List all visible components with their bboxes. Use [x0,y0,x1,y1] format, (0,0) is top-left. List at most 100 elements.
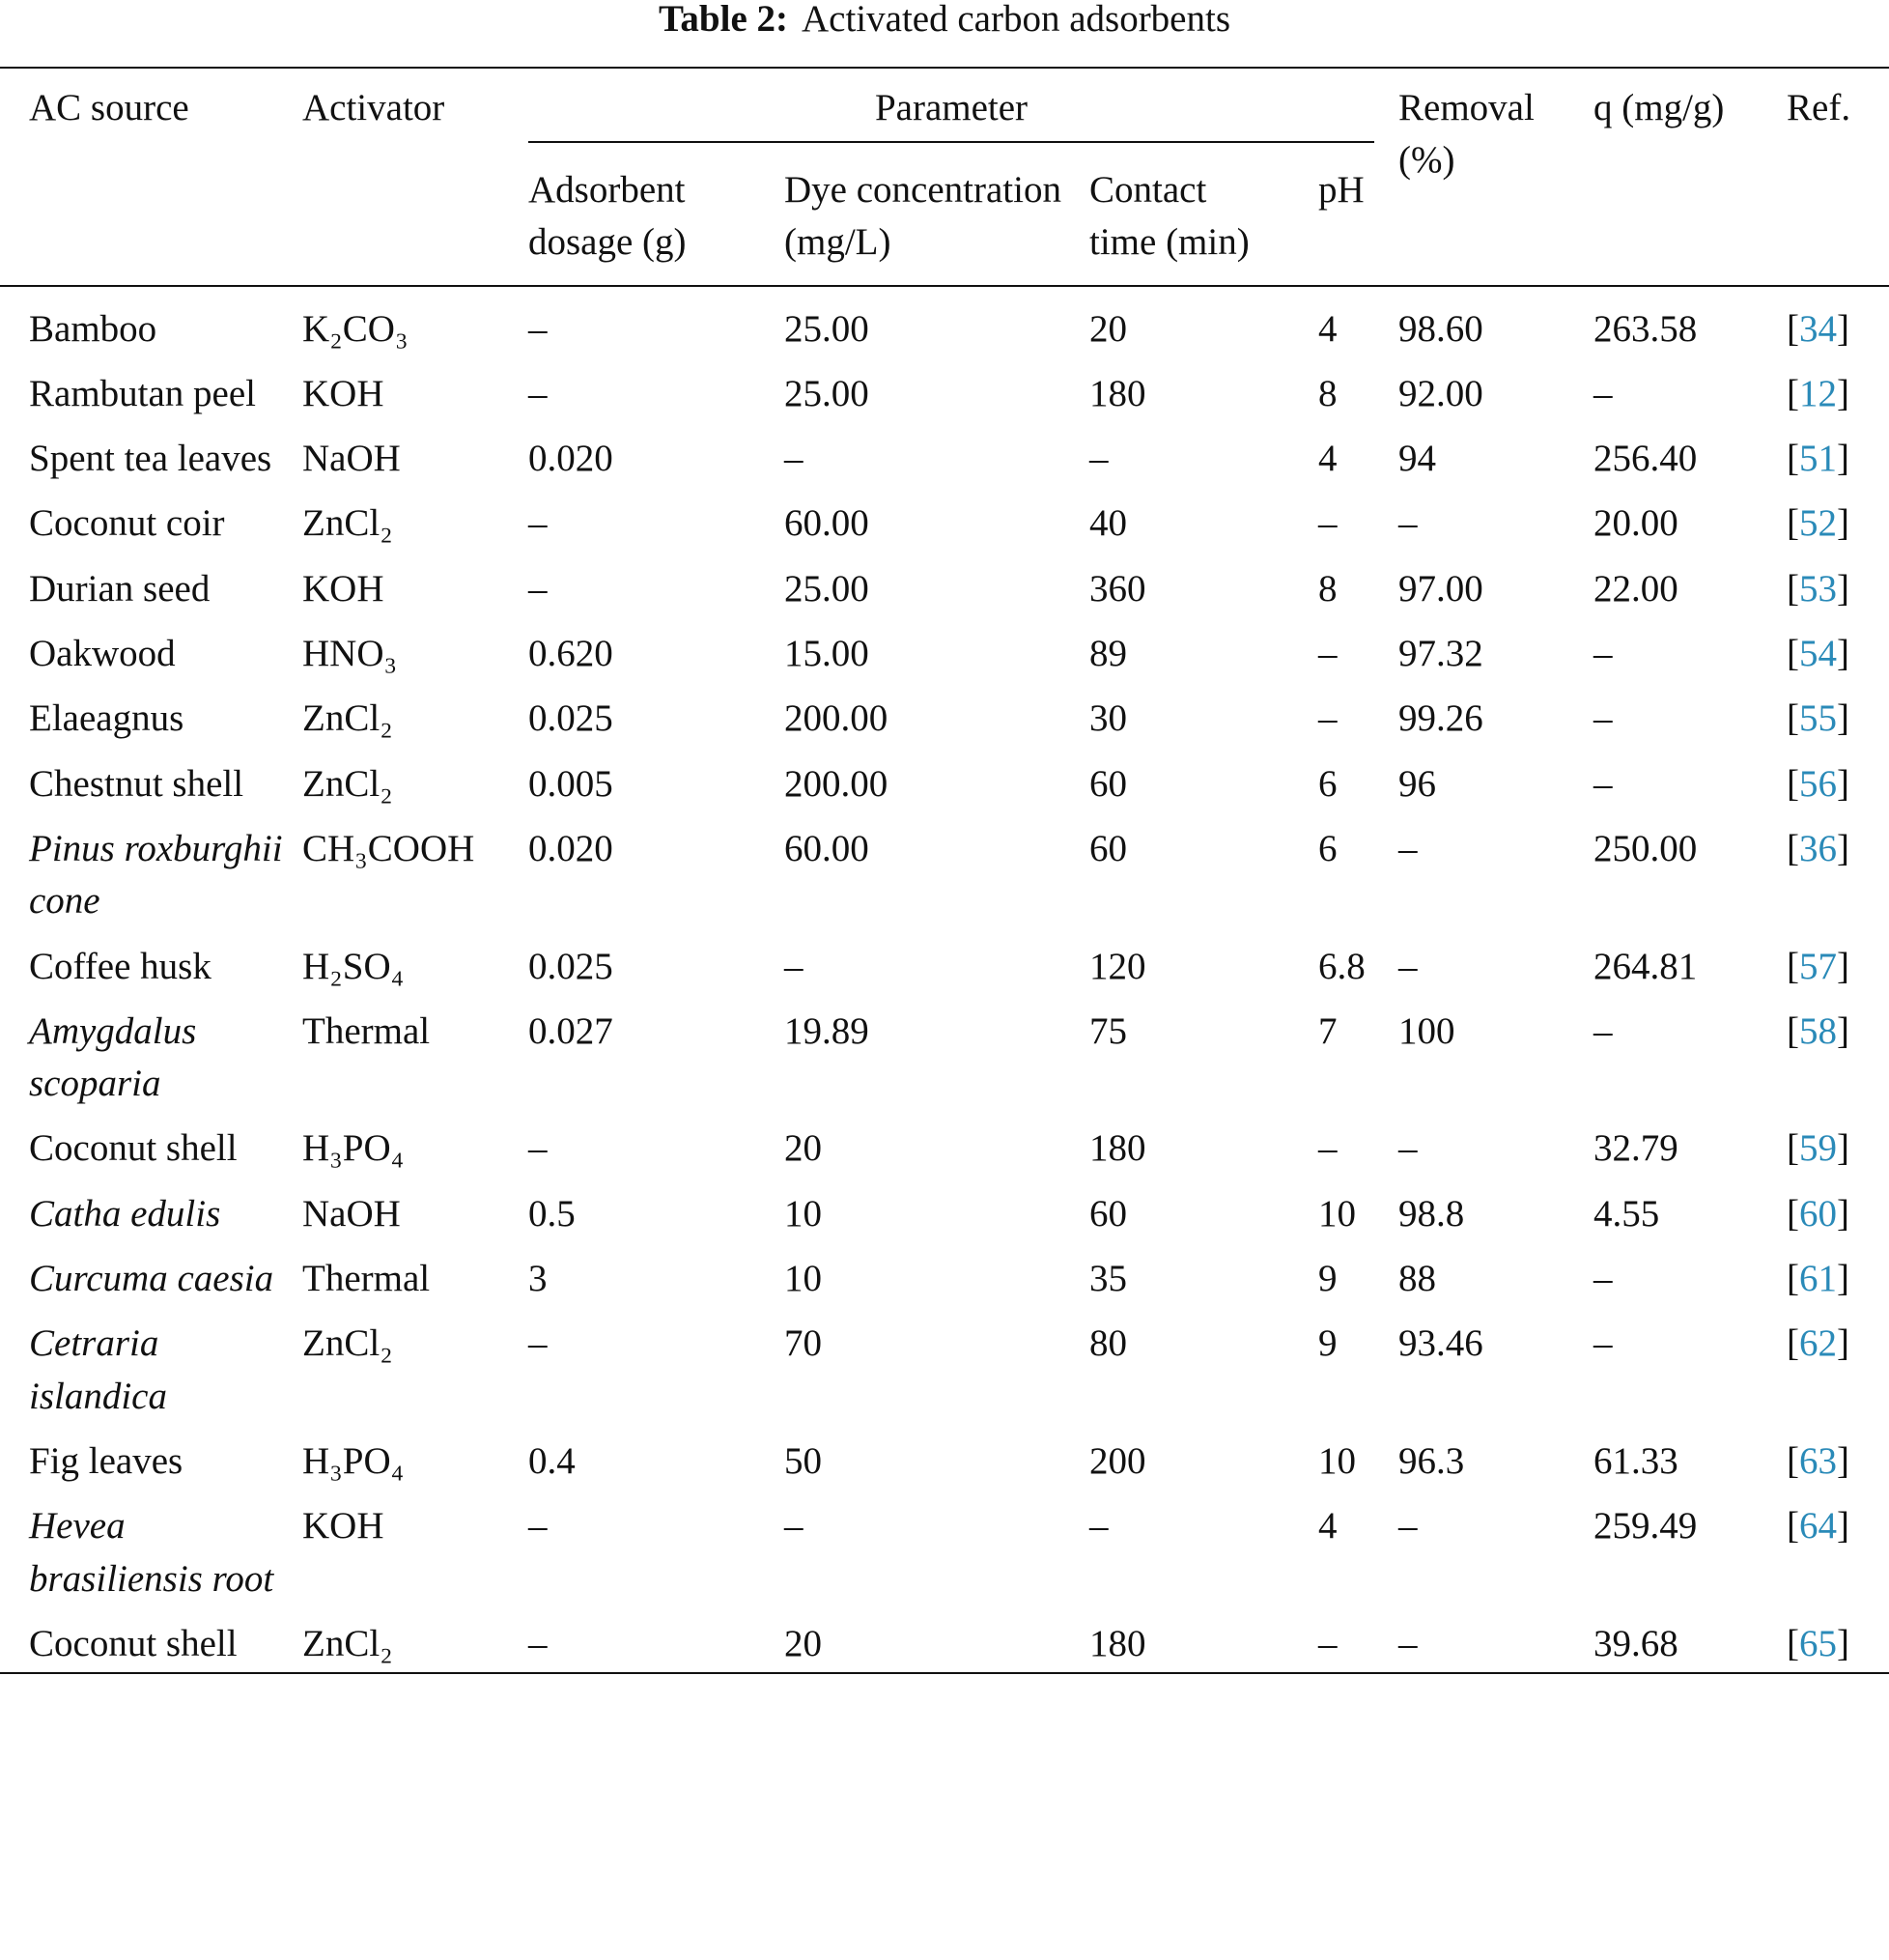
data-cell: 9 [1318,1322,1338,1365]
data-cell: 60 [1089,827,1127,869]
data-cell: 35 [1089,1258,1127,1300]
ref-link[interactable]: 36 [1799,827,1838,869]
ref-link[interactable]: 59 [1799,1127,1838,1170]
ref-link[interactable]: 53 [1799,567,1838,610]
data-cell: KOH [302,567,384,610]
data-cell: 120 [1089,945,1146,987]
ref-cell: [12] [1787,372,1850,414]
data-cell: – [1398,502,1418,545]
data-cell: H₃PO₄ [302,1439,405,1482]
data-cell: 20 [784,1611,1089,1675]
data-cell: – [1398,1611,1594,1675]
data-cell: 259.49 [1593,1505,1698,1548]
ref-cell: [63] [1787,1439,1850,1482]
data-cell: 6 [1318,762,1338,805]
ref-link[interactable]: 58 [1799,1009,1838,1052]
source-cell: Hevea brasiliensis root [29,1505,274,1600]
data-cell: 4 [1318,438,1338,480]
data-cell: 99.26 [1398,697,1483,740]
ref-cell: [36] [1787,827,1850,869]
data-cell: – [528,1611,784,1675]
ref-cell: [65] [1787,1611,1889,1675]
ref-cell: [58] [1787,1009,1850,1052]
table-row: Durian seed KOH – 25.00 360 8 97.00 22.00 [53] [0,557,1889,622]
data-cell: 25.00 [784,372,869,414]
data-cell: 256.40 [1593,438,1698,480]
table-row: Hevea brasiliensis root KOH – – – 4 – 259.49 [64… [0,1494,1889,1612]
data-cell: – [1398,945,1418,987]
ref-link[interactable]: 51 [1799,438,1838,480]
data-cell: – [1593,1258,1613,1300]
table-row: Oakwood HNO₃ 0.620 15.00 89 – 97.32 – [54] [0,622,1889,687]
data-cell: 264.81 [1593,945,1698,987]
table-row: Bamboo K₂CO₃ – 25.00 20 4 98.60 263.58 [34] [0,286,1889,362]
data-cell: 89 [1089,633,1127,675]
ref-link[interactable]: 12 [1799,372,1838,414]
data-table: AC source Activator Parameter Removal (%… [0,67,1889,1675]
data-cell: 3 [528,1258,548,1300]
caption-label: Table 2: [658,0,788,40]
source-cell: Spent tea leaves [29,438,272,480]
ref-link[interactable]: 57 [1799,945,1838,987]
ref-link[interactable]: 62 [1799,1322,1838,1365]
ref-link[interactable]: 63 [1799,1439,1838,1482]
data-cell: 50 [784,1439,822,1482]
header-cell: Ref. [1787,67,1889,287]
data-cell: 0.027 [528,1009,613,1052]
data-cell: 98.8 [1398,1192,1465,1235]
data-cell: 0.005 [528,762,613,805]
data-cell: Thermal [302,1258,431,1300]
ref-link[interactable]: 52 [1799,502,1838,545]
data-cell: 0.5 [528,1192,576,1235]
ref-link[interactable]: 54 [1799,633,1838,675]
data-cell: 60.00 [784,502,869,545]
data-cell: 10 [784,1258,822,1300]
data-cell: 0.020 [528,438,613,480]
source-cell: Pinus roxburghii cone [29,827,283,923]
header-cell: Activator [302,67,528,287]
data-cell: 94 [1398,438,1437,480]
ref-link[interactable]: 34 [1799,307,1838,350]
source-cell: Cetraria islandica [29,1322,167,1417]
data-cell: 8 [1318,567,1338,610]
data-cell: 96 [1398,762,1437,805]
ref-link[interactable]: 65 [1799,1622,1838,1664]
data-cell: – [1089,438,1109,480]
source-cell: Rambutan peel [29,372,257,414]
table-row: Elaeagnus ZnCl₂ 0.025 200.00 30 – 99.26 – [55] [0,687,1889,752]
data-cell: 98.60 [1398,307,1483,350]
caption-text: Activated carbon adsorbents [802,0,1231,40]
ref-link[interactable]: 60 [1799,1192,1838,1235]
table-row: Chestnut shell ZnCl₂ 0.005 200.00 60 6 96 – [56] [0,753,1889,817]
table-row: Coconut shell H₃PO₄ – 20 180 – – 32.79 [59] [0,1117,1889,1181]
data-cell: – [784,1505,804,1548]
data-cell: 60.00 [784,827,869,869]
data-cell: 0.025 [528,697,613,740]
data-cell: 80 [1089,1322,1127,1365]
table-caption: Table 2: Activated carbon adsorbents [0,0,1889,67]
ref-link[interactable]: 55 [1799,697,1838,740]
table-row: Cetraria islandica ZnCl₂ – 70 80 9 93.46 – [62] [0,1312,1889,1430]
source-cell: Catha edulis [29,1192,221,1235]
data-cell: – [1593,762,1613,805]
data-cell: – [1318,697,1338,740]
ref-link[interactable]: 64 [1799,1505,1838,1548]
data-cell: – [784,945,804,987]
table-row: Curcuma caesia Thermal 3 10 35 9 88 – [61] [0,1247,1889,1312]
data-cell: – [528,307,548,350]
data-cell: – [784,438,804,480]
data-cell: 92.00 [1398,372,1483,414]
data-cell: 0.020 [528,827,613,869]
ref-link[interactable]: 56 [1799,762,1838,805]
data-cell: – [528,1505,548,1548]
data-cell: 360 [1089,567,1146,610]
data-cell: ZnCl₂ [302,762,393,805]
ref-cell: [61] [1787,1258,1850,1300]
ref-cell: [54] [1787,633,1850,675]
source-cell: Durian seed [29,567,211,610]
data-cell: – [1318,633,1338,675]
data-cell: H₃PO₄ [302,1127,405,1170]
table-row: Catha edulis NaOH 0.5 10 60 10 98.8 4.55 [60] [0,1182,1889,1247]
ref-link[interactable]: 61 [1799,1258,1838,1300]
data-cell: 4 [1318,1505,1338,1548]
